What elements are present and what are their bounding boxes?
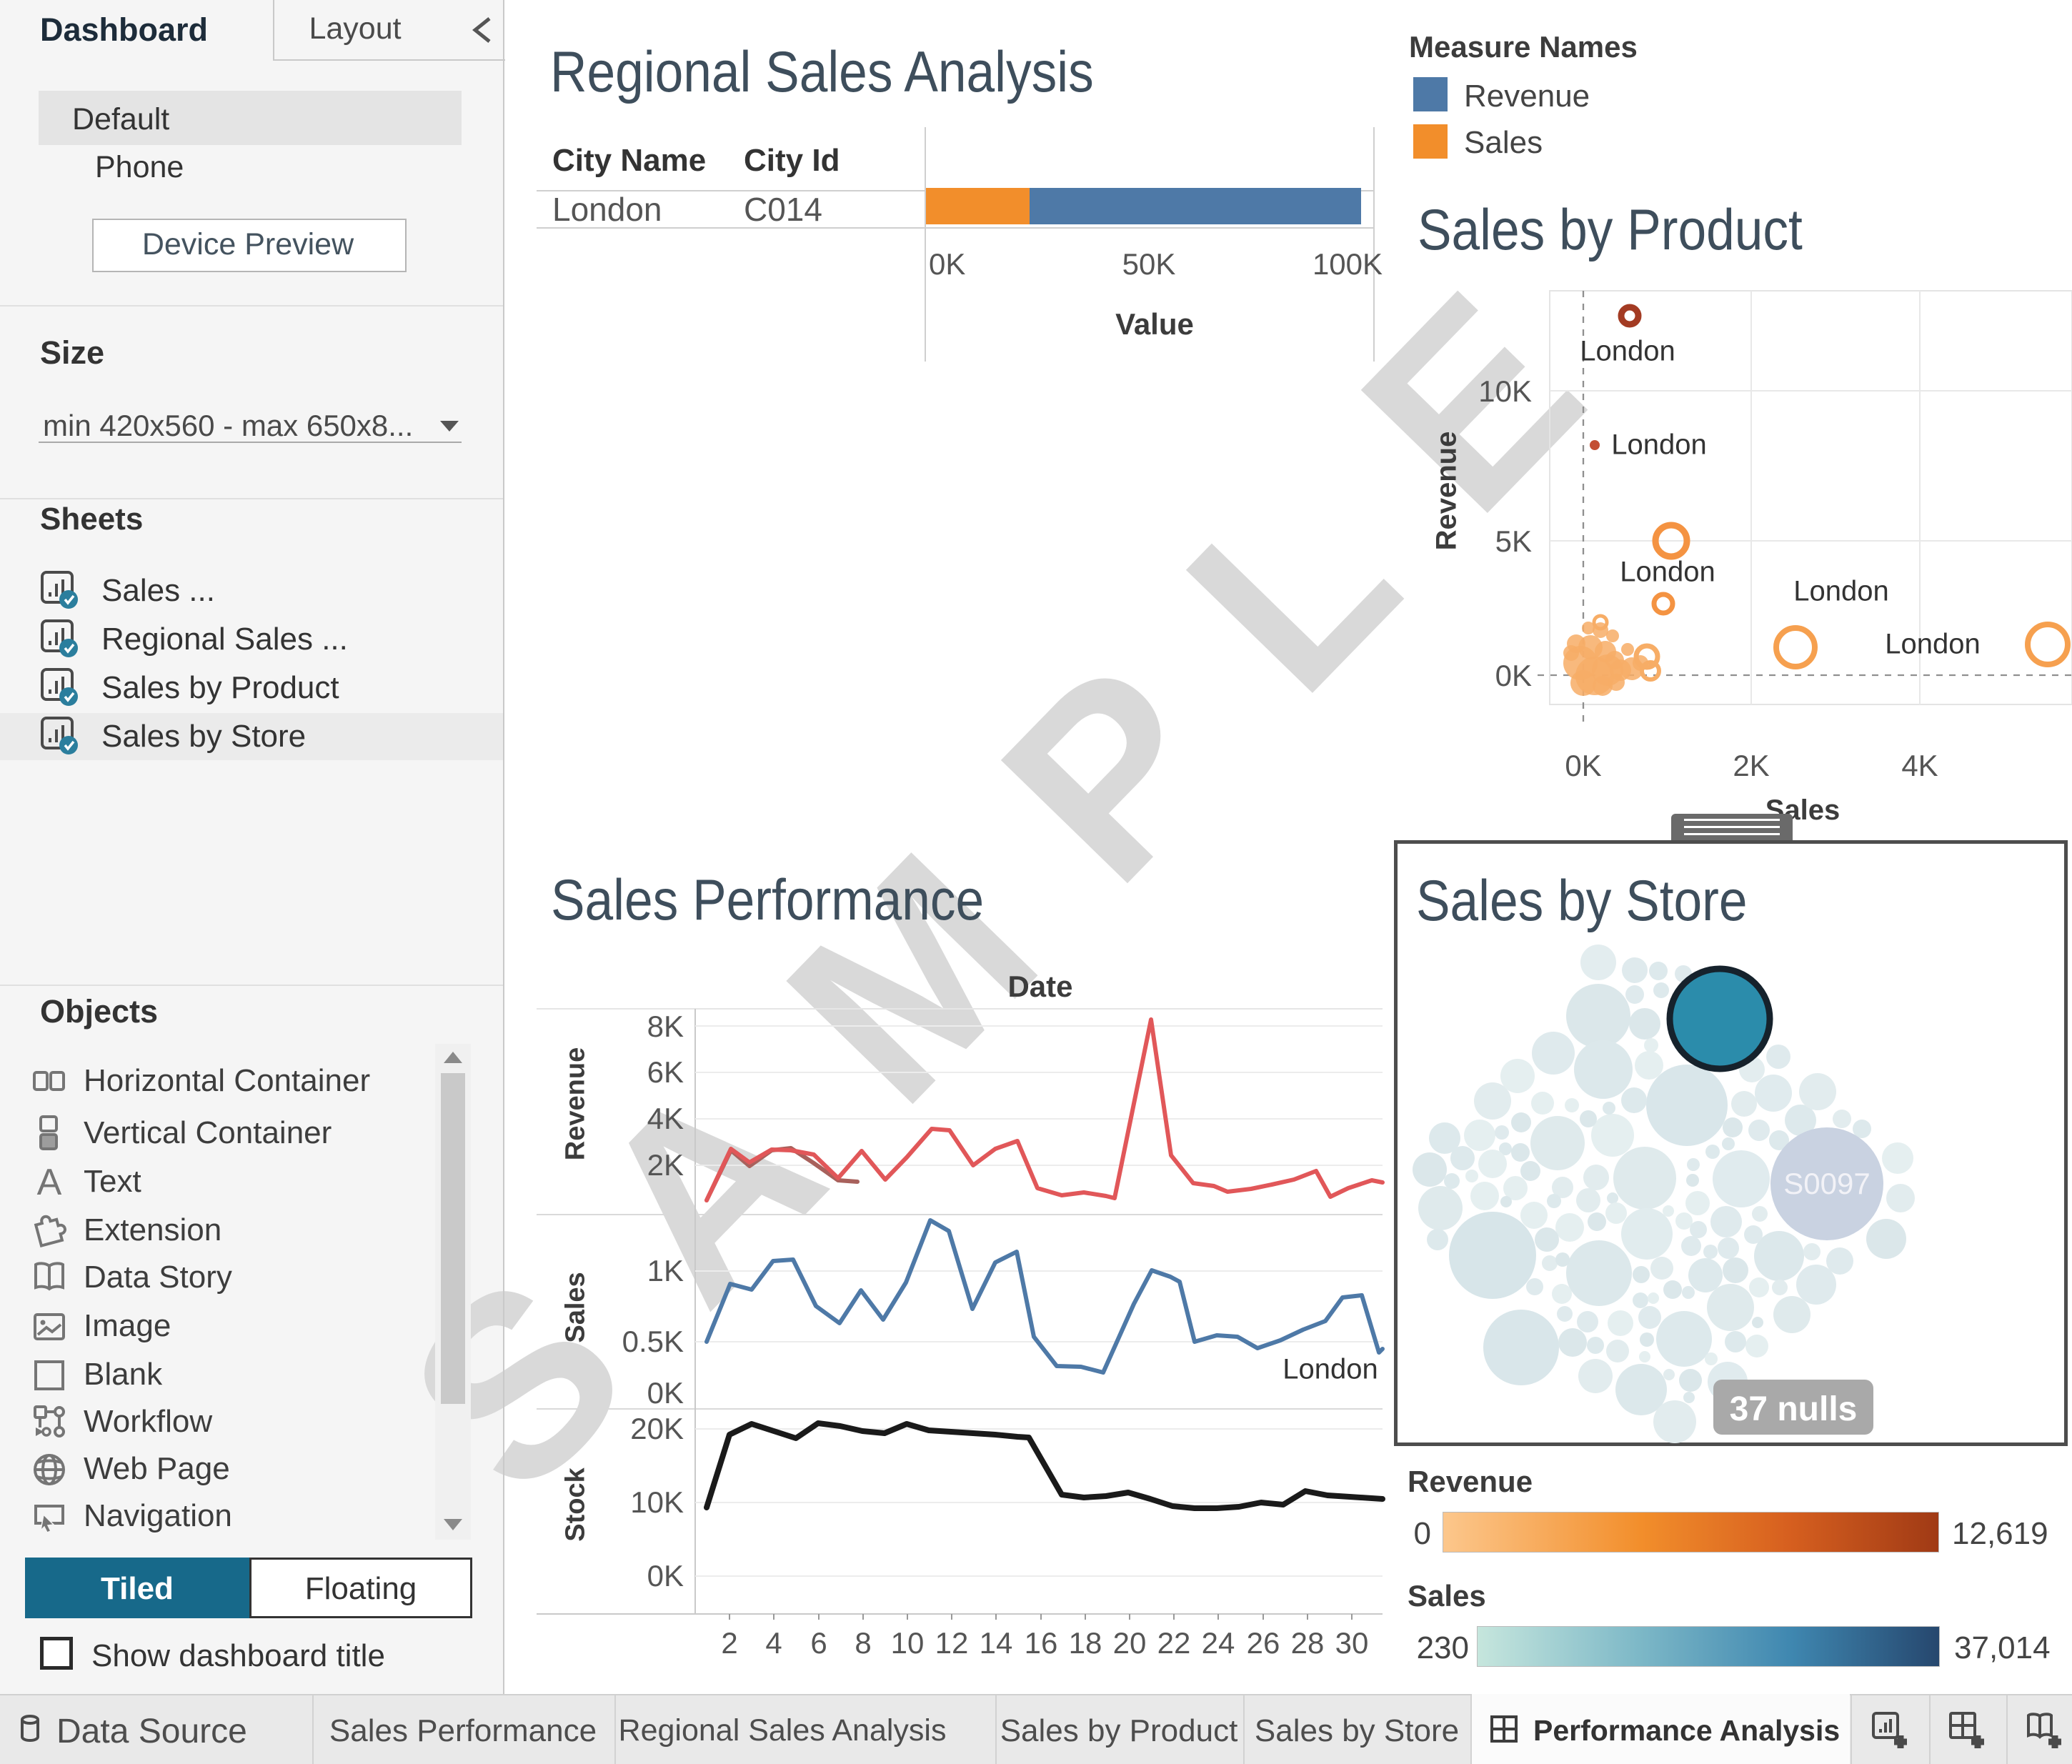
svg-text:A: A xyxy=(37,1162,62,1203)
svg-text:S0097: S0097 xyxy=(1783,1167,1870,1200)
